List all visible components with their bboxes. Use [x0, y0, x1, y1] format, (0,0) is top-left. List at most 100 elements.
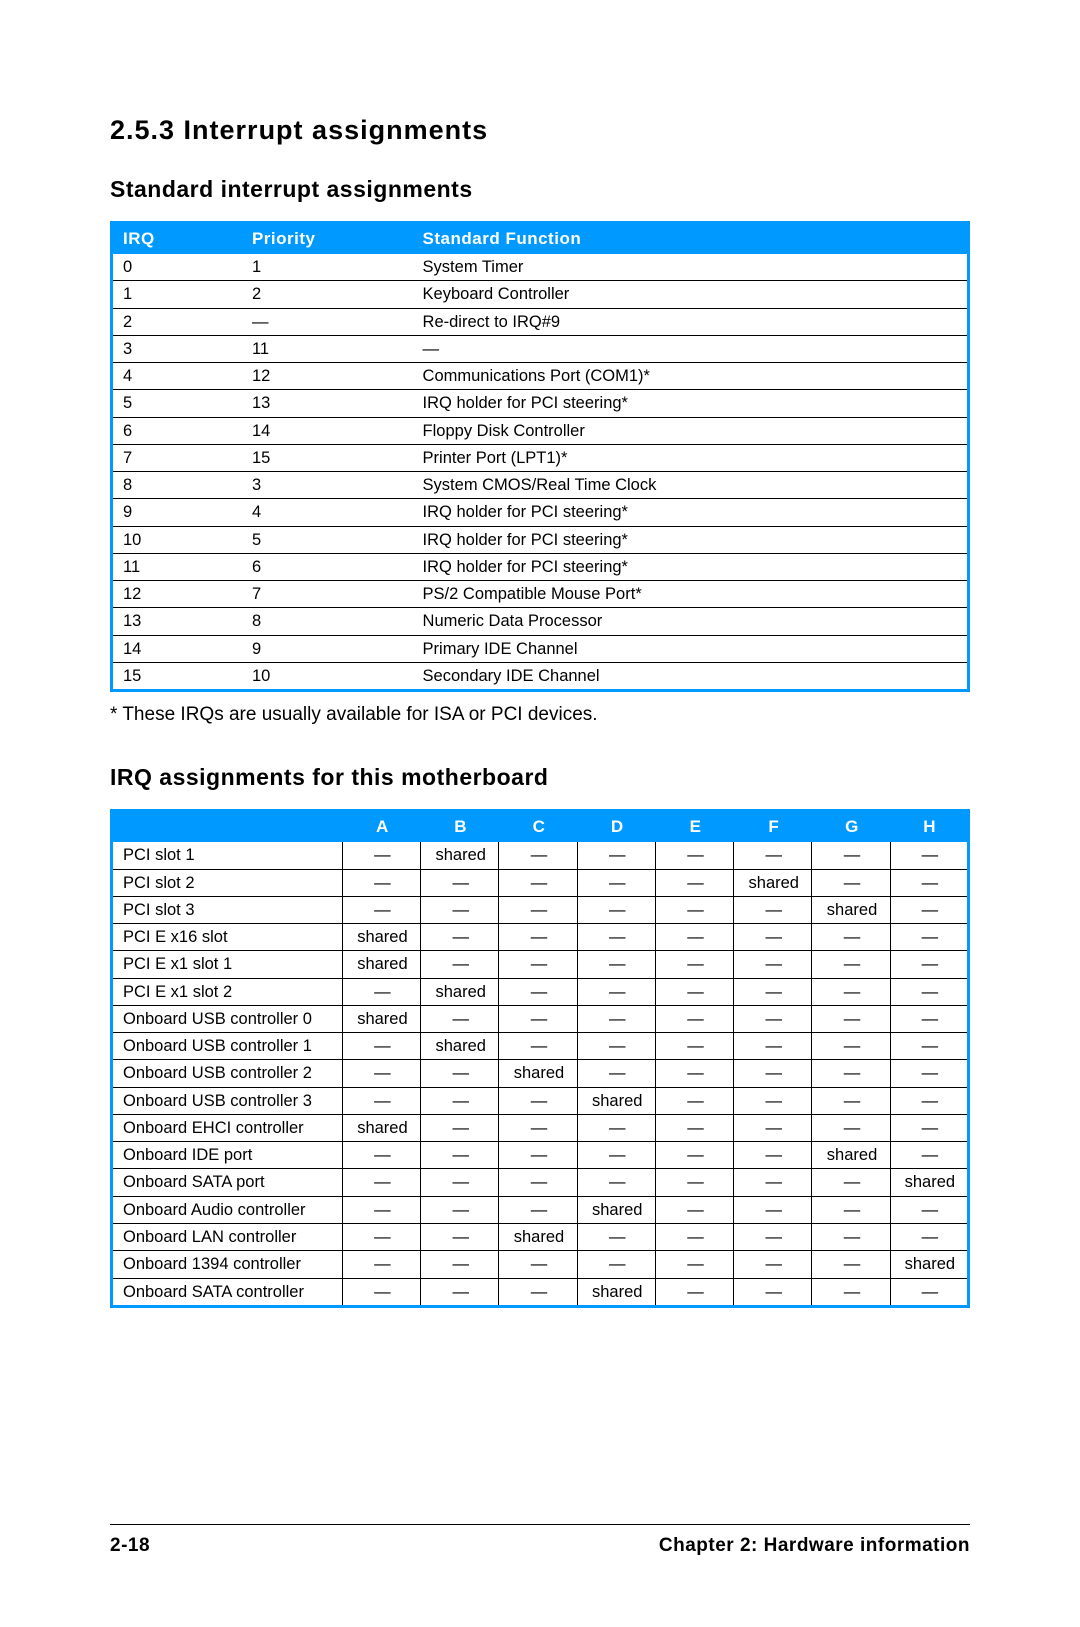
table-cell: 13: [242, 390, 413, 417]
table1-title: Standard interrupt assignments: [110, 176, 970, 203]
table-cell: —: [734, 1196, 812, 1223]
table-cell: 12: [242, 363, 413, 390]
table2-header: H: [890, 811, 968, 843]
row-label: PCI E x1 slot 1: [112, 951, 343, 978]
table-row: 412Communications Port (COM1)*: [112, 363, 969, 390]
row-label: Onboard LAN controller: [112, 1223, 343, 1250]
table-cell: —: [421, 1196, 499, 1223]
table-cell: —: [499, 842, 577, 869]
table-row: Onboard USB controller 0shared———————: [112, 1005, 969, 1032]
table-cell: shared: [890, 1169, 968, 1196]
table-cell: —: [577, 896, 655, 923]
table1-footnote: * These IRQs are usually available for I…: [110, 704, 970, 726]
table-cell: —: [342, 978, 420, 1005]
table-cell: shared: [577, 1087, 655, 1114]
table-cell: —: [734, 978, 812, 1005]
table-cell: 3: [242, 472, 413, 499]
table-cell: —: [734, 1251, 812, 1278]
table-cell: —: [734, 1169, 812, 1196]
table-cell: —: [421, 869, 499, 896]
table-cell: —: [499, 896, 577, 923]
row-label: Onboard IDE port: [112, 1142, 343, 1169]
table-cell: —: [499, 1169, 577, 1196]
table-cell: —: [499, 1005, 577, 1032]
table-cell: IRQ holder for PCI steering*: [413, 526, 969, 553]
table-cell: shared: [499, 1060, 577, 1087]
table-cell: —: [734, 1114, 812, 1141]
table-cell: shared: [421, 842, 499, 869]
table-row: Onboard USB controller 3———shared————: [112, 1087, 969, 1114]
table-row: 138Numeric Data Processor: [112, 608, 969, 635]
table-cell: 1: [112, 281, 242, 308]
table-cell: —: [812, 924, 890, 951]
row-label: Onboard USB controller 2: [112, 1060, 343, 1087]
table-cell: —: [734, 1060, 812, 1087]
table-cell: —: [812, 842, 890, 869]
table1-header: Priority: [242, 223, 413, 255]
table-cell: System Timer: [413, 254, 969, 281]
table-cell: 10: [112, 526, 242, 553]
table-cell: —: [890, 951, 968, 978]
table-row: 2—Re-direct to IRQ#9: [112, 308, 969, 335]
table-cell: Primary IDE Channel: [413, 635, 969, 662]
table-cell: —: [812, 1005, 890, 1032]
row-label: Onboard USB controller 0: [112, 1005, 343, 1032]
table-row: 12Keyboard Controller: [112, 281, 969, 308]
table-cell: Re-direct to IRQ#9: [413, 308, 969, 335]
table-cell: —: [421, 1005, 499, 1032]
table-cell: —: [890, 1060, 968, 1087]
page-number: 2-18: [110, 1535, 150, 1557]
table-cell: —: [812, 1223, 890, 1250]
row-label: PCI slot 2: [112, 869, 343, 896]
table-cell: —: [890, 1005, 968, 1032]
table-row: 83System CMOS/Real Time Clock: [112, 472, 969, 499]
table-cell: 8: [112, 472, 242, 499]
table-cell: shared: [342, 1005, 420, 1032]
table1-header: Standard Function: [413, 223, 969, 255]
table-row: 614Floppy Disk Controller: [112, 417, 969, 444]
table-row: Onboard IDE port——————shared—: [112, 1142, 969, 1169]
table-cell: —: [413, 335, 969, 362]
table-cell: —: [342, 896, 420, 923]
table-cell: —: [577, 1142, 655, 1169]
table-cell: —: [890, 978, 968, 1005]
table-cell: —: [890, 1033, 968, 1060]
table-cell: —: [890, 1142, 968, 1169]
table-cell: —: [499, 1142, 577, 1169]
table-cell: —: [655, 1087, 733, 1114]
table-cell: —: [812, 1278, 890, 1306]
table-row: PCI E x1 slot 2—shared——————: [112, 978, 969, 1005]
table-row: PCI E x1 slot 1shared———————: [112, 951, 969, 978]
table2-header: B: [421, 811, 499, 843]
row-label: PCI slot 3: [112, 896, 343, 923]
table-cell: 9: [112, 499, 242, 526]
table-cell: 2: [112, 308, 242, 335]
table-cell: shared: [421, 1033, 499, 1060]
table-cell: 9: [242, 635, 413, 662]
table-row: PCI slot 3——————shared—: [112, 896, 969, 923]
table-row: Onboard Audio controller———shared————: [112, 1196, 969, 1223]
row-label: PCI E x16 slot: [112, 924, 343, 951]
table-cell: —: [890, 1196, 968, 1223]
table-cell: Floppy Disk Controller: [413, 417, 969, 444]
table-row: PCI slot 2—————shared——: [112, 869, 969, 896]
table-row: Onboard USB controller 1—shared——————: [112, 1033, 969, 1060]
table-cell: shared: [421, 978, 499, 1005]
chapter-label: Chapter 2: Hardware information: [659, 1535, 970, 1557]
table-standard-interrupts: IRQPriorityStandard Function01System Tim…: [110, 221, 970, 692]
table-cell: —: [421, 1223, 499, 1250]
row-label: PCI E x1 slot 2: [112, 978, 343, 1005]
table-cell: —: [499, 951, 577, 978]
table-cell: shared: [890, 1251, 968, 1278]
table-cell: —: [655, 842, 733, 869]
table-cell: shared: [577, 1278, 655, 1306]
table-cell: —: [577, 869, 655, 896]
table-cell: —: [655, 1196, 733, 1223]
table-cell: IRQ holder for PCI steering*: [413, 553, 969, 580]
table-cell: shared: [342, 924, 420, 951]
table-cell: Communications Port (COM1)*: [413, 363, 969, 390]
table-cell: shared: [499, 1223, 577, 1250]
table-cell: 0: [112, 254, 242, 281]
table-cell: —: [812, 1251, 890, 1278]
table-cell: —: [812, 869, 890, 896]
